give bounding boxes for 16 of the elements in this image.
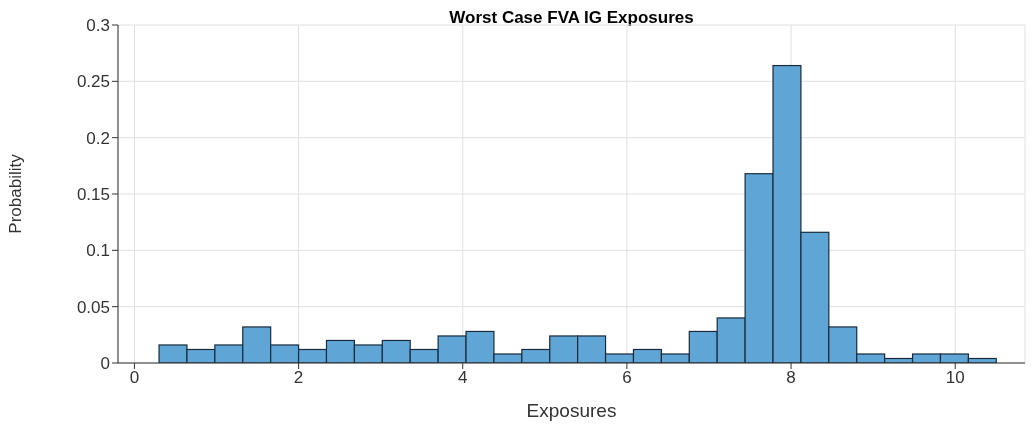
y-tick-label: 0 — [100, 354, 110, 374]
y-tick-label: 0.3 — [86, 16, 110, 36]
chart-title: Worst Case FVA IG Exposures — [448, 8, 695, 28]
x-tick-label: 8 — [786, 368, 796, 388]
y-tick-label: 0.15 — [76, 185, 110, 205]
y-axis-title: Probability — [6, 153, 26, 234]
y-tick-label: 0.2 — [86, 128, 110, 148]
x-tick-label: 6 — [622, 368, 632, 388]
x-tick-label: 4 — [458, 368, 468, 388]
y-tick-label: 0.1 — [86, 241, 110, 261]
y-tick-label: 0.25 — [76, 72, 110, 92]
x-tick-label: 0 — [129, 368, 140, 388]
x-tick-label: 10 — [945, 368, 965, 388]
x-axis-title: Exposures — [526, 400, 617, 421]
x-tick-label: 2 — [293, 368, 304, 388]
y-tick-label: 0.05 — [76, 297, 110, 317]
